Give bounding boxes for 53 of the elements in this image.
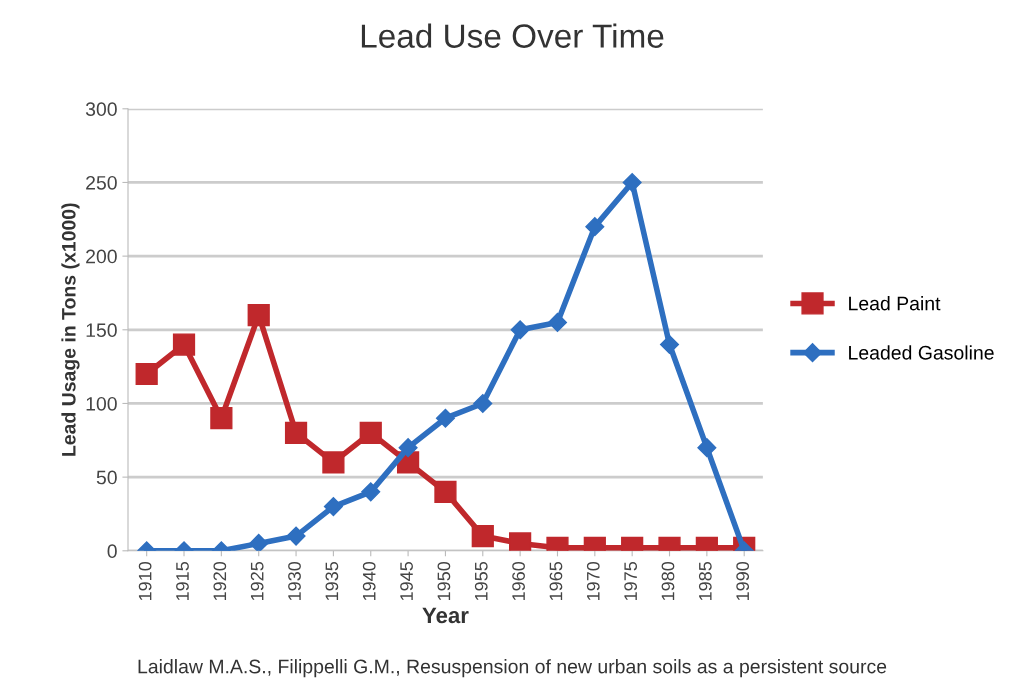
point <box>510 320 530 340</box>
x-tick-label: 1910 <box>138 561 152 600</box>
point <box>697 438 717 458</box>
x-tick-label: 1935 <box>325 561 339 600</box>
point <box>585 217 605 237</box>
x-tick-label: 1950 <box>437 561 451 600</box>
point <box>509 532 532 551</box>
x-tick-label: 1920 <box>213 561 227 600</box>
text: Laidlaw M.A.S., Filippelli G.M., Resuspension of new urban soils as a persistent source <box>138 659 887 678</box>
x-tick-label: 1960 <box>512 561 525 600</box>
point <box>249 533 269 551</box>
y-tick-label: 0 <box>107 544 117 559</box>
point <box>361 482 381 502</box>
y-tick-label: 100 <box>86 396 117 411</box>
y-tick-label: 250 <box>86 175 117 190</box>
point <box>284 421 308 445</box>
point <box>359 421 382 445</box>
point <box>135 362 158 386</box>
y-tick-label: 150 <box>86 323 117 338</box>
y-axis-title: Lead Usage in Tons (x1000) <box>61 203 80 456</box>
x-tick-label: 1925 <box>250 561 264 600</box>
x-tick-label: 1975 <box>624 561 638 600</box>
x-tick-label: 1945 <box>400 561 413 600</box>
point <box>398 438 418 458</box>
point <box>659 334 680 355</box>
x-tick-label: 1990 <box>736 561 750 600</box>
point <box>471 524 494 548</box>
x-tick-label: 1965 <box>549 561 563 600</box>
legend-label: Leaded Gasoline <box>849 345 994 360</box>
point <box>435 408 455 428</box>
y-tick-label: 300 <box>85 102 117 117</box>
point <box>210 407 233 430</box>
x-tick-label: 1980 <box>661 561 675 600</box>
x-tick-label: 1940 <box>362 561 376 600</box>
point <box>434 480 457 503</box>
point <box>323 497 343 517</box>
x-tick-label: 1955 <box>474 561 488 600</box>
point <box>322 451 345 474</box>
legend-label: Lead Paint <box>849 296 941 311</box>
point <box>473 393 493 414</box>
point <box>247 303 270 327</box>
point <box>286 526 306 546</box>
x-tick-label: 1985 <box>698 561 712 600</box>
point <box>622 172 642 193</box>
point <box>547 312 568 332</box>
y-tick-label: 200 <box>86 249 117 264</box>
x-tick-label: 1970 <box>586 561 600 600</box>
x-tick-label: 1915 <box>176 561 189 600</box>
chart-title: Lead Use Over Time <box>361 23 664 48</box>
x-tick-label: 1930 <box>288 561 301 600</box>
point <box>172 333 196 356</box>
y-tick-label: 50 <box>96 470 117 485</box>
x-axis-title: Year <box>422 607 469 624</box>
